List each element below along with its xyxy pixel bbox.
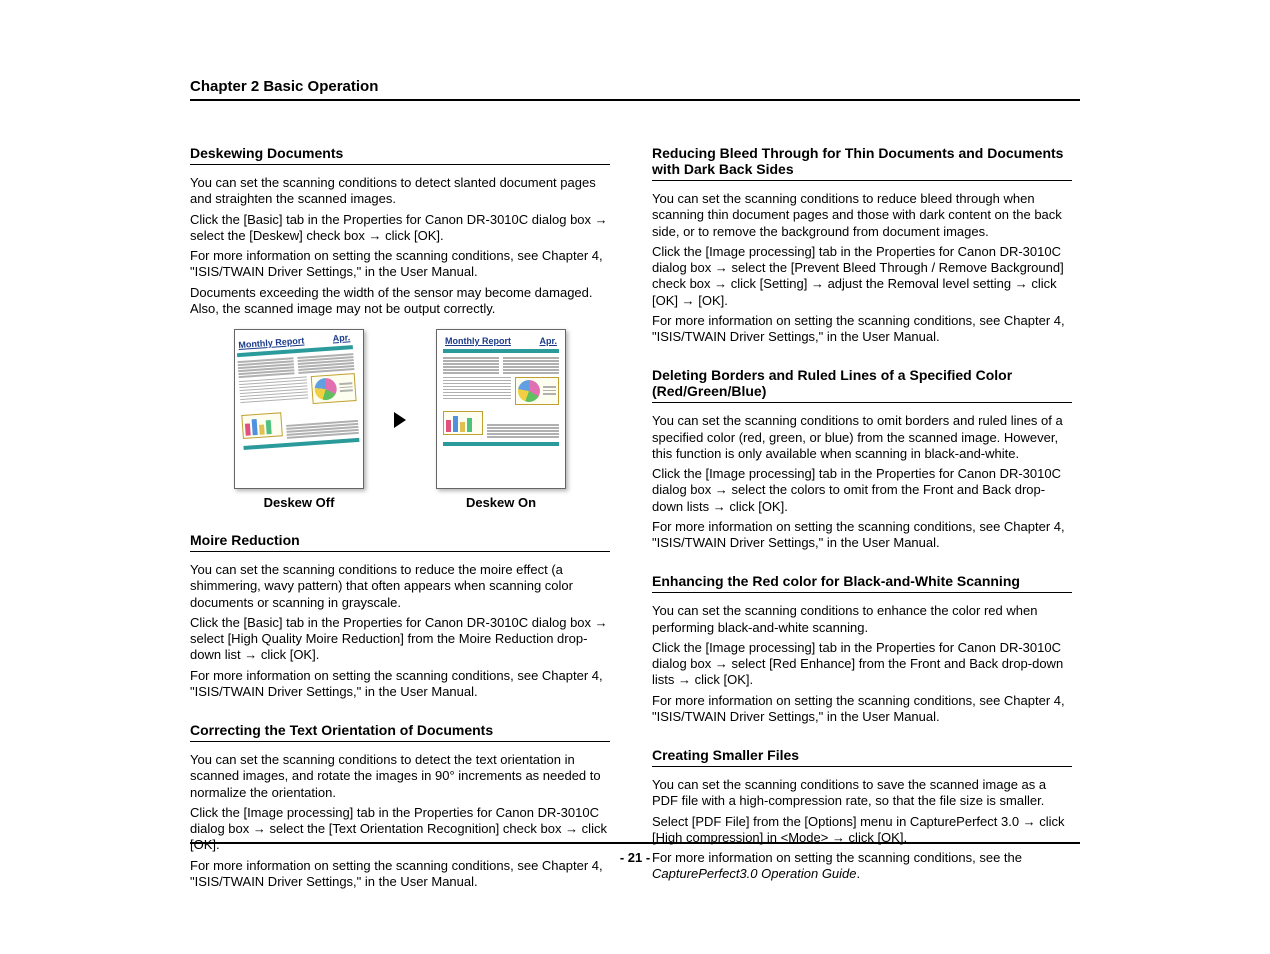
paragraph: Click the [Basic] tab in the Properties … [190, 212, 610, 245]
section-title: Creating Smaller Files [652, 747, 1072, 767]
two-column-layout: Deskewing Documents You can set the scan… [190, 145, 1080, 912]
page-content: Chapter 2 Basic Operation Deskewing Docu… [190, 78, 1080, 912]
section-deleting-borders: Deleting Borders and Ruled Lines of a Sp… [652, 367, 1072, 551]
section-title: Moire Reduction [190, 532, 610, 552]
section-title: Deskewing Documents [190, 145, 610, 165]
paragraph: You can set the scanning conditions to r… [190, 562, 610, 611]
paragraph: For more information on setting the scan… [190, 248, 610, 281]
section-deskewing: Deskewing Documents You can set the scan… [190, 145, 610, 510]
paragraph: You can set the scanning conditions to s… [652, 777, 1072, 810]
paragraph: For more information on setting the scan… [652, 519, 1072, 552]
paragraph: You can set the scanning conditions to o… [652, 413, 1072, 462]
paragraph: Click the [Image processing] tab in the … [652, 640, 1072, 689]
section-moire: Moire Reduction You can set the scanning… [190, 532, 610, 700]
section-bleed-through: Reducing Bleed Through for Thin Document… [652, 145, 1072, 345]
section-title: Deleting Borders and Ruled Lines of a Sp… [652, 367, 1072, 403]
paragraph: Click the [Image processing] tab in the … [652, 466, 1072, 515]
paragraph: You can set the scanning conditions to r… [652, 191, 1072, 240]
paragraph: Click the [Basic] tab in the Properties … [190, 615, 610, 664]
page-number: - 21 - [190, 842, 1080, 865]
left-column: Deskewing Documents You can set the scan… [190, 145, 610, 912]
paragraph: You can set the scanning conditions to e… [652, 603, 1072, 636]
deskew-illustration: Monthly ReportApr. [190, 329, 610, 510]
paragraph: For more information on setting the scan… [652, 693, 1072, 726]
arrow-icon [394, 412, 406, 428]
deskew-on-figure: Monthly ReportApr. [436, 329, 566, 510]
paragraph: For more information on setting the scan… [652, 313, 1072, 346]
paragraph: Documents exceeding the width of the sen… [190, 285, 610, 318]
paragraph: You can set the scanning conditions to d… [190, 752, 610, 801]
section-title: Reducing Bleed Through for Thin Document… [652, 145, 1072, 181]
chapter-title: Chapter 2 Basic Operation [190, 78, 1080, 101]
caption: Deskew Off [234, 495, 364, 510]
section-red-enhance: Enhancing the Red color for Black-and-Wh… [652, 573, 1072, 725]
caption: Deskew On [436, 495, 566, 510]
deskew-off-figure: Monthly ReportApr. [234, 329, 364, 510]
section-title: Correcting the Text Orientation of Docum… [190, 722, 610, 742]
paragraph: Click the [Image processing] tab in the … [652, 244, 1072, 309]
paragraph: For more information on setting the scan… [190, 668, 610, 701]
right-column: Reducing Bleed Through for Thin Document… [652, 145, 1072, 912]
paragraph: You can set the scanning conditions to d… [190, 175, 610, 208]
section-title: Enhancing the Red color for Black-and-Wh… [652, 573, 1072, 593]
